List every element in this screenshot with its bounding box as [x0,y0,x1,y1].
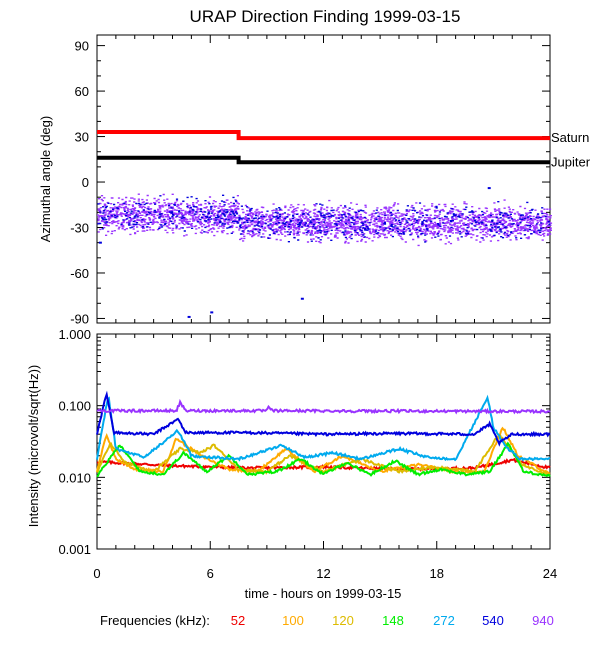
time-tick-label: 24 [543,566,557,581]
azimuth-ticks [96,35,551,323]
azimuth-ytick-label: 60 [75,84,89,99]
legend-label: Frequencies (kHz): [100,613,210,628]
azimuth-outlier-point [98,241,102,244]
planet-labels: Saturn Jupiter [551,130,591,169]
azimuth-axis-label: Azimuthal angle (deg) [38,116,53,242]
time-axis-label: time - hours on 1999-03-15 [245,586,402,601]
legend-entry-148khz: 148 [382,613,404,628]
legend-entry-100khz: 100 [282,613,304,628]
intensity-line-148khz [96,441,551,478]
azimuth-plot-frame [96,34,551,324]
planet-label-jupiter: Jupiter [551,154,591,169]
planet-lines [97,130,550,165]
azimuth-scatter-blue [97,194,551,243]
intensity-ytick-label: 0.001 [58,542,91,557]
intensity-ytick-label: 1.000 [58,327,91,342]
time-tick-label: 12 [316,566,330,581]
intensity-axis-label: Intensity (microvolt/sqrt(Hz)) [26,365,41,528]
azimuth-ytick-label: 90 [75,39,89,54]
chart-title: URAP Direction Finding 1999-03-15 [190,7,461,26]
planet-line-saturn [97,130,550,141]
time-tick-label: 18 [430,566,444,581]
intensity-lines [96,390,551,478]
intensity-tick-labels: 1.000 0.100 0.010 0.001 [58,327,91,557]
azimuth-outlier-point [487,187,491,190]
azimuth-scatter-band [97,187,553,318]
azimuth-outlier-point [300,297,304,300]
time-tick-labels: 0 6 12 18 24 [93,566,557,581]
intensity-panel: 1.000 0.100 0.010 0.001 0 6 12 18 24 Intensity … [26,327,557,601]
planet-line-jupiter [97,155,550,165]
time-tick-label: 6 [207,566,214,581]
azimuth-ytick-label: -90 [70,311,89,326]
frequency-legend: Frequencies (kHz): 52 100 120 148 272 540 940 [100,613,554,628]
legend-entry-52khz: 52 [231,613,245,628]
intensity-ytick-label: 0.100 [58,399,91,414]
azimuth-ytick-label: -60 [70,266,89,281]
intensity-ytick-label: 0.010 [58,470,91,485]
legend-entry-540khz: 540 [482,613,504,628]
azimuth-panel: 90 60 30 0 -30 -60 -90 Saturn Jupiter Azimuthal… [38,34,591,327]
intensity-line-52khz [96,457,551,472]
legend-entry-272khz: 272 [433,613,455,628]
legend-entries: 52 100 120 148 272 540 940 [231,613,554,628]
azimuth-outlier-point [210,311,214,314]
azimuth-scatter-purple [97,193,553,247]
azimuth-tick-labels: 90 60 30 0 -30 -60 -90 [70,39,89,327]
time-tick-label: 0 [93,566,100,581]
azimuth-ytick-label: 30 [75,130,89,145]
azimuth-ytick-label: -30 [70,221,89,236]
azimuth-outlier-point [187,315,191,318]
intensity-line-272khz [96,394,551,462]
intensity-line-540khz [96,390,551,447]
planet-label-saturn: Saturn [551,130,589,145]
legend-entry-120khz: 120 [332,613,354,628]
azimuth-ytick-label: 0 [82,175,89,190]
intensity-line-940khz [96,398,551,415]
legend-entry-940khz: 940 [532,613,554,628]
